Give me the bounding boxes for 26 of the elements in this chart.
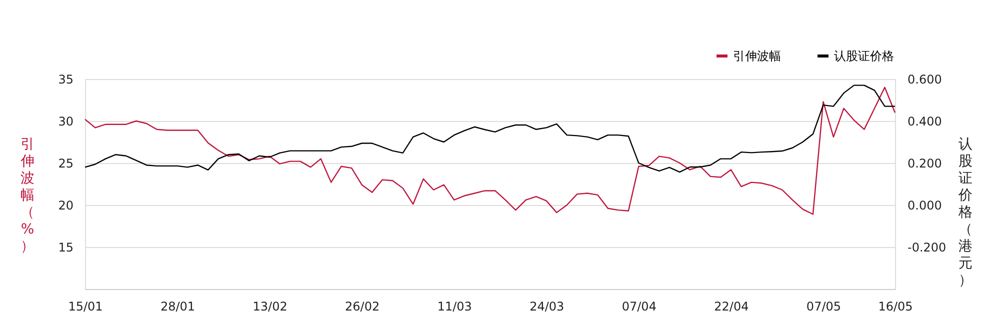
x-tick-label: 26/02 — [345, 300, 380, 314]
x-tick-label: 16/05 — [878, 300, 913, 314]
y-tick-label: 30 — [58, 114, 74, 128]
y2-tick-label: 0.600 — [908, 72, 942, 86]
y-tick-label: 15 — [58, 240, 74, 254]
x-tick-label: 07/05 — [806, 300, 842, 314]
x-tick-label: 15/01 — [68, 300, 103, 314]
y-tick-label: 25 — [58, 156, 74, 170]
text: 认股证价格（港元） — [958, 136, 972, 288]
y-tick-label: 35 — [58, 72, 74, 86]
line-series — [84, 86, 896, 215]
y2-tick-label: 0.000 — [908, 198, 942, 212]
y2-tick-label: 0.200 — [908, 156, 942, 170]
legend-label: 认股证价格 — [834, 49, 894, 63]
y-axis-title: 引伸波幅（%） — [20, 136, 34, 254]
x-tick-label: 11/03 — [437, 300, 472, 314]
x-tick-label: 07/04 — [622, 300, 656, 314]
x-tick-label: 22/04 — [714, 300, 749, 314]
y2-tick-label: 0.400 — [908, 114, 942, 128]
y-tick-label: 20 — [58, 198, 74, 212]
y2-tick-label: -0.200 — [908, 240, 946, 254]
legend-label: 引伸波幅 — [733, 49, 781, 63]
x-tick-label: 24/03 — [530, 300, 564, 314]
line-series — [84, 84, 896, 173]
x-tick-label: 13/02 — [252, 300, 288, 314]
x-tick-label: 28/01 — [160, 300, 196, 314]
